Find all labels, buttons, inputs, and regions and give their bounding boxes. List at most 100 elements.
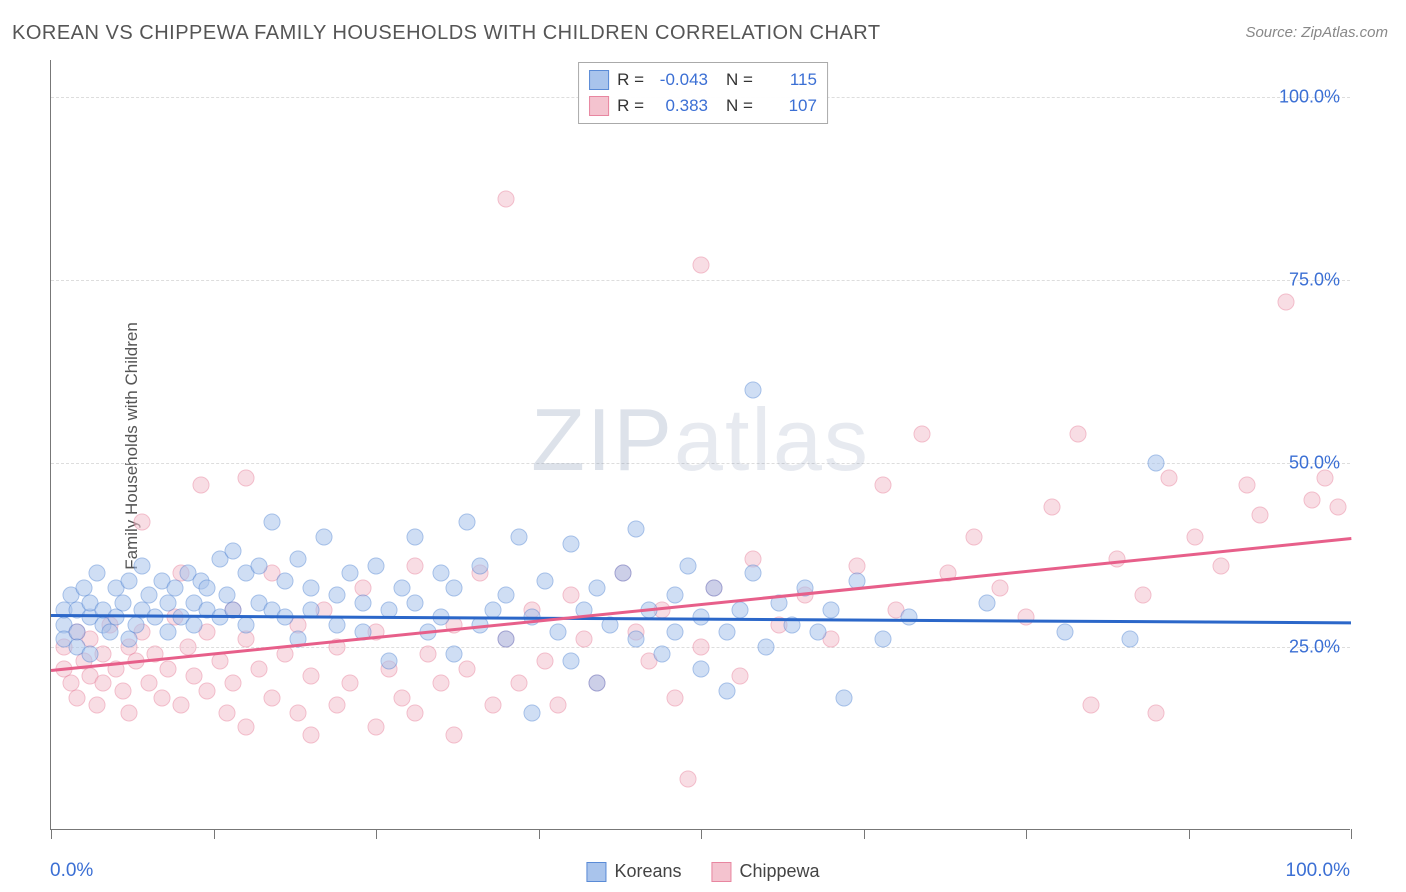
x-tick	[214, 829, 215, 839]
data-point	[134, 514, 151, 531]
data-point	[1304, 492, 1321, 509]
data-point	[186, 616, 203, 633]
data-point	[121, 704, 138, 721]
source-attribution: Source: ZipAtlas.com	[1245, 24, 1388, 41]
data-point	[654, 646, 671, 663]
data-point	[732, 668, 749, 685]
data-point	[121, 631, 138, 648]
x-tick	[1351, 829, 1352, 839]
data-point	[732, 602, 749, 619]
y-tick-label: 50.0%	[1289, 453, 1340, 474]
data-point	[901, 609, 918, 626]
data-point	[550, 624, 567, 641]
data-point	[511, 675, 528, 692]
data-point	[218, 704, 235, 721]
data-point	[667, 690, 684, 707]
n-value-koreans: 115	[761, 67, 817, 93]
n-label: N =	[726, 67, 753, 93]
data-point	[101, 624, 118, 641]
data-point	[114, 594, 131, 611]
legend-item-koreans: Koreans	[586, 861, 681, 882]
data-point	[667, 587, 684, 604]
data-point	[407, 704, 424, 721]
data-point	[680, 770, 697, 787]
data-point	[277, 572, 294, 589]
data-point	[693, 660, 710, 677]
data-point	[875, 631, 892, 648]
data-point	[1135, 587, 1152, 604]
watermark-thin: atlas	[674, 389, 870, 488]
x-tick	[864, 829, 865, 839]
data-point	[537, 572, 554, 589]
data-point	[394, 580, 411, 597]
data-point	[979, 594, 996, 611]
legend-bottom: Koreans Chippewa	[586, 861, 819, 882]
data-point	[238, 616, 255, 633]
data-point	[446, 726, 463, 743]
data-point	[1148, 455, 1165, 472]
data-point	[615, 565, 632, 582]
data-point	[407, 558, 424, 575]
data-point	[238, 470, 255, 487]
x-tick	[51, 829, 52, 839]
data-point	[472, 558, 489, 575]
data-point	[563, 587, 580, 604]
data-point	[303, 668, 320, 685]
data-point	[1161, 470, 1178, 487]
data-point	[225, 543, 242, 560]
r-label: R =	[617, 93, 644, 119]
data-point	[446, 646, 463, 663]
data-point	[264, 514, 281, 531]
chart-container: KOREAN VS CHIPPEWA FAMILY HOUSEHOLDS WIT…	[0, 0, 1406, 892]
data-point	[420, 646, 437, 663]
data-point	[160, 594, 177, 611]
data-point	[459, 514, 476, 531]
data-point	[667, 624, 684, 641]
y-tick-label: 100.0%	[1279, 86, 1340, 107]
plot-area: ZIPatlas 25.0%50.0%75.0%100.0%	[50, 60, 1350, 830]
data-point	[1083, 697, 1100, 714]
swatch-koreans	[589, 70, 609, 90]
swatch-chippewa	[711, 862, 731, 882]
data-point	[186, 668, 203, 685]
data-point	[134, 558, 151, 575]
x-tick	[1189, 829, 1190, 839]
data-point	[329, 616, 346, 633]
data-point	[823, 602, 840, 619]
data-point	[992, 580, 1009, 597]
data-point	[160, 660, 177, 677]
data-point	[966, 528, 983, 545]
data-point	[251, 660, 268, 677]
x-axis-min-label: 0.0%	[50, 860, 93, 882]
data-point	[95, 675, 112, 692]
data-point	[1122, 631, 1139, 648]
data-point	[1252, 506, 1269, 523]
data-point	[875, 477, 892, 494]
data-point	[498, 631, 515, 648]
data-point	[1057, 624, 1074, 641]
data-point	[628, 521, 645, 538]
data-point	[836, 690, 853, 707]
data-point	[140, 675, 157, 692]
data-point	[303, 580, 320, 597]
data-point	[173, 697, 190, 714]
data-point	[1070, 426, 1087, 443]
r-value-koreans: -0.043	[652, 67, 708, 93]
data-point	[745, 565, 762, 582]
data-point	[745, 382, 762, 399]
data-point	[1239, 477, 1256, 494]
data-point	[498, 191, 515, 208]
data-point	[394, 690, 411, 707]
data-point	[563, 653, 580, 670]
data-point	[1044, 499, 1061, 516]
data-point	[342, 565, 359, 582]
swatch-koreans	[586, 862, 606, 882]
x-tick	[701, 829, 702, 839]
data-point	[1109, 550, 1126, 567]
data-point	[264, 690, 281, 707]
data-point	[433, 675, 450, 692]
data-point	[192, 477, 209, 494]
data-point	[147, 609, 164, 626]
data-point	[433, 565, 450, 582]
data-point	[179, 638, 196, 655]
